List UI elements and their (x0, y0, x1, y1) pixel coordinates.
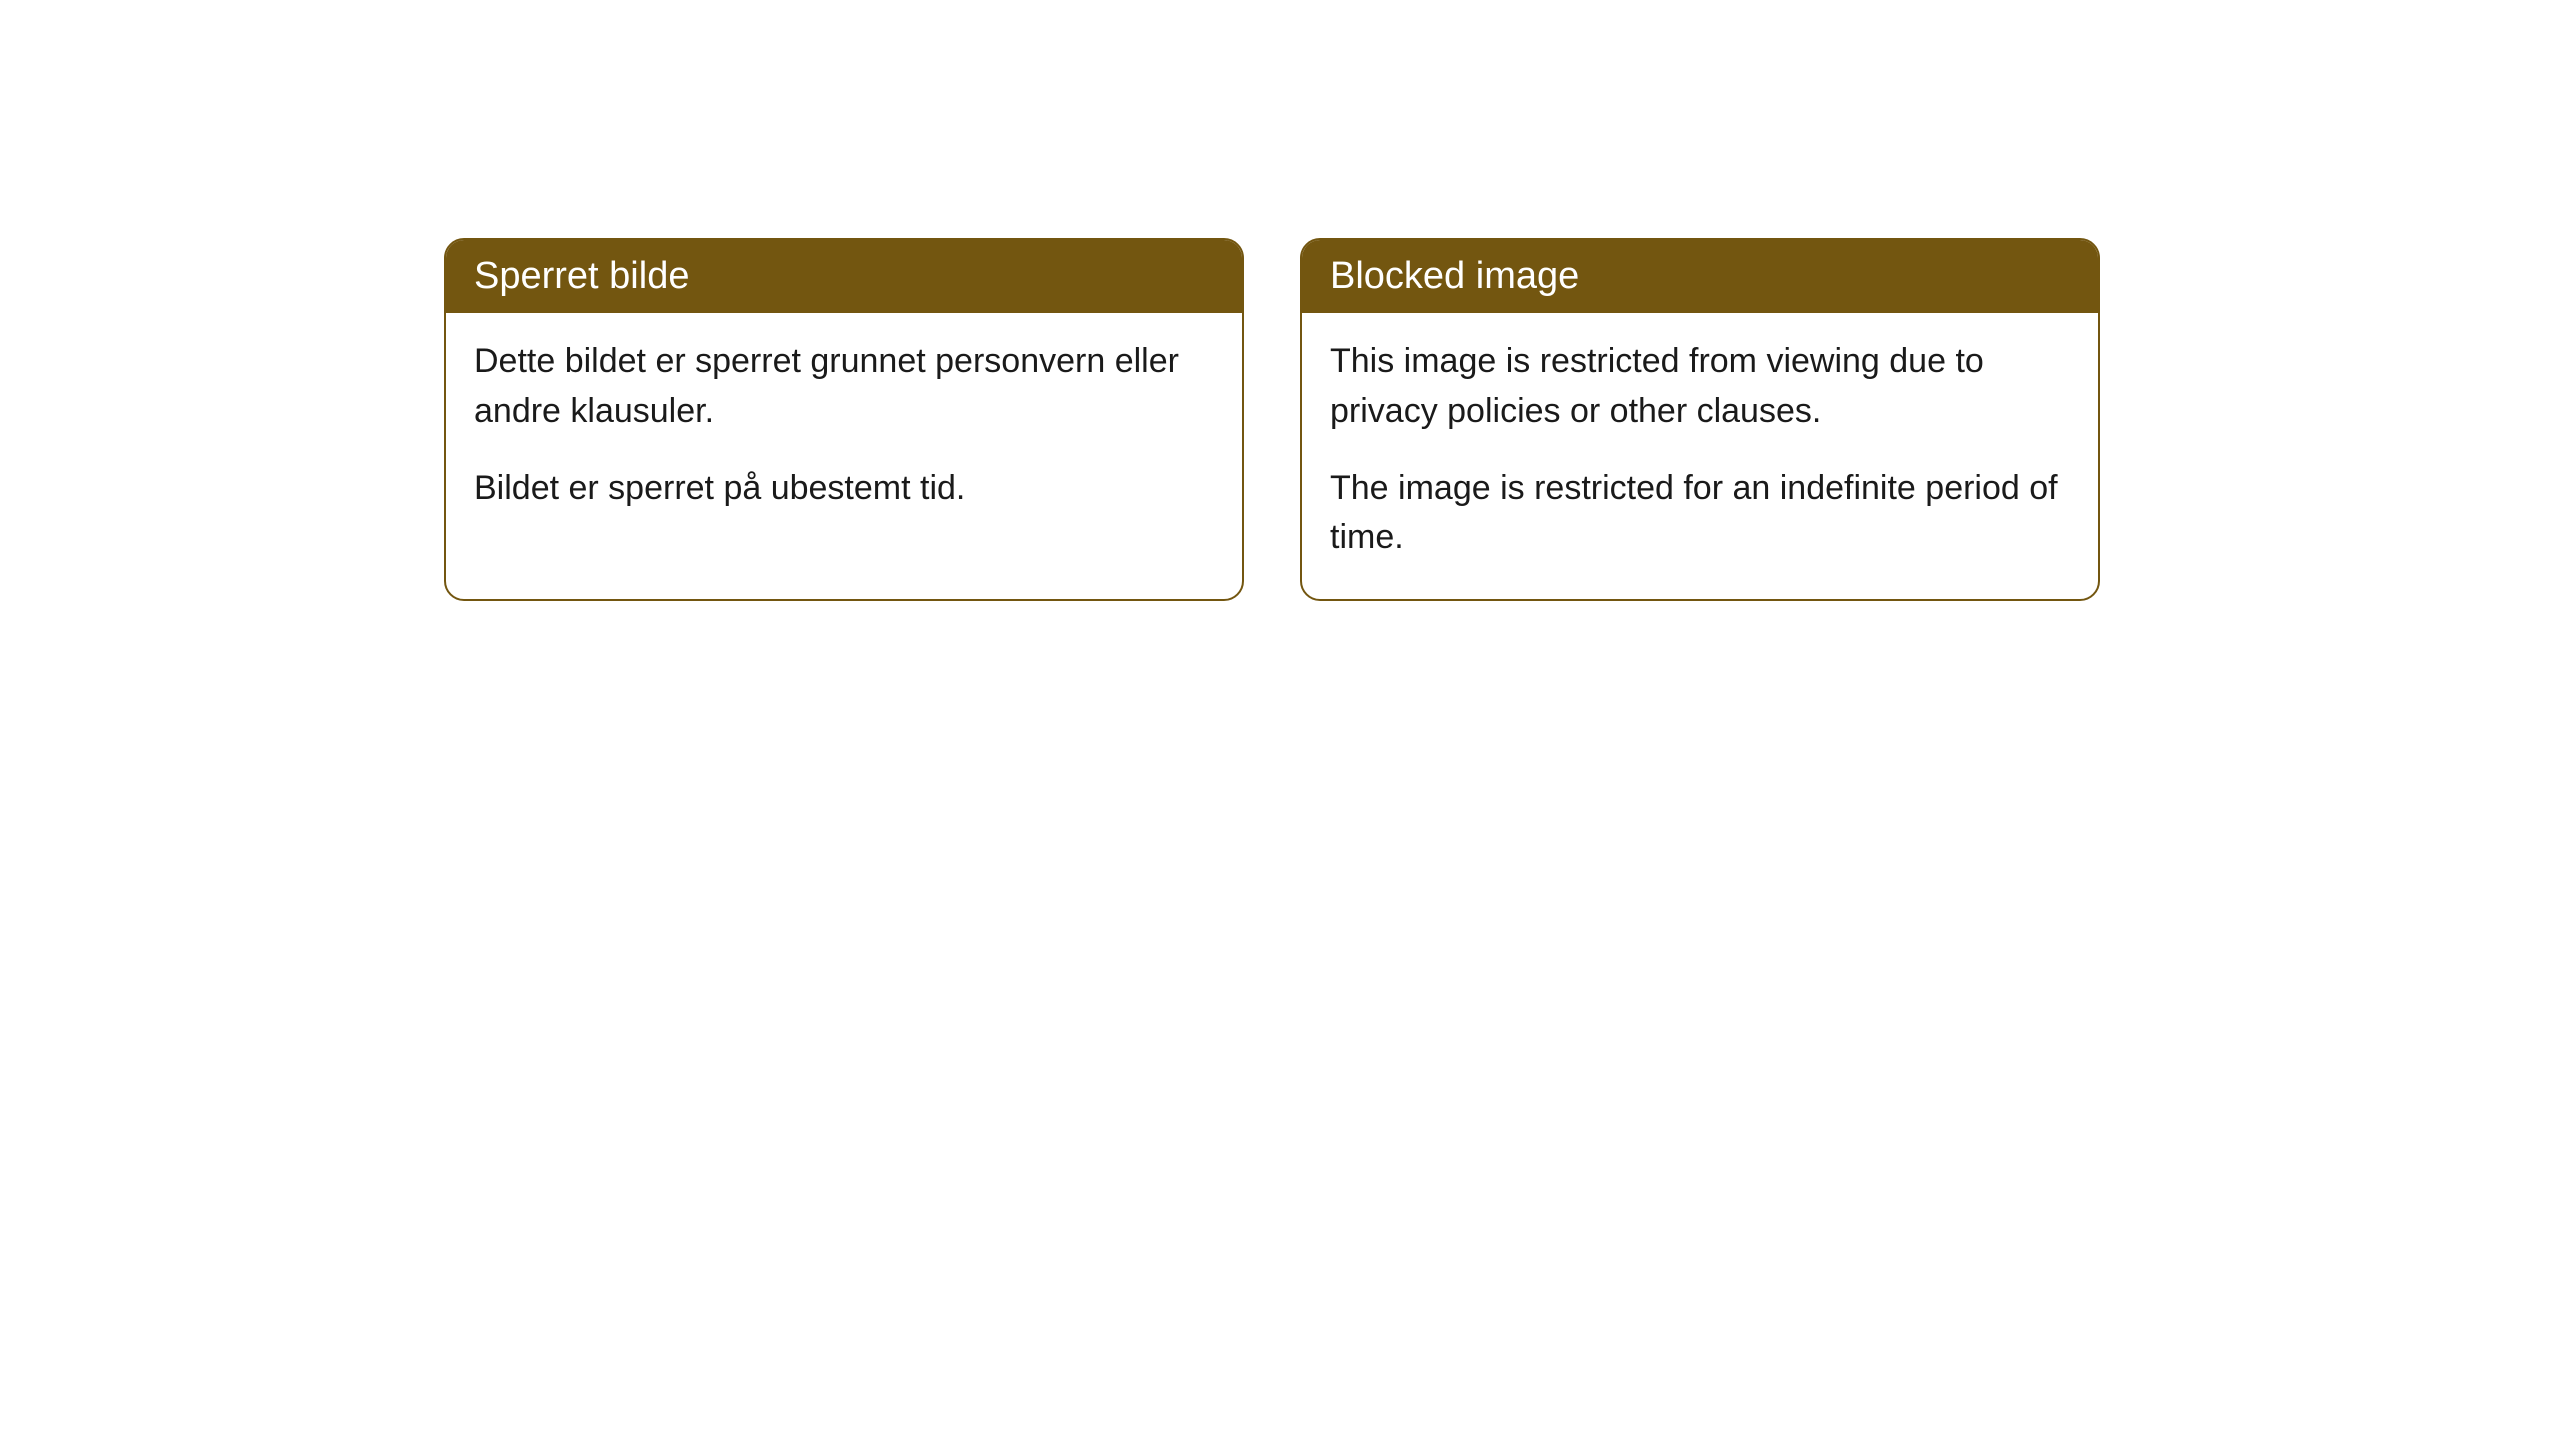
card-body: Dette bildet er sperret grunnet personve… (446, 313, 1242, 549)
card-paragraph: This image is restricted from viewing du… (1330, 337, 2070, 436)
notice-card-english: Blocked image This image is restricted f… (1300, 238, 2100, 601)
card-title: Blocked image (1330, 255, 1579, 297)
card-paragraph: Dette bildet er sperret grunnet personve… (474, 337, 1214, 436)
card-header: Blocked image (1302, 240, 2098, 313)
card-paragraph: The image is restricted for an indefinit… (1330, 464, 2070, 563)
notice-card-norwegian: Sperret bilde Dette bildet er sperret gr… (444, 238, 1244, 601)
notice-cards-container: Sperret bilde Dette bildet er sperret gr… (444, 238, 2560, 601)
card-paragraph: Bildet er sperret på ubestemt tid. (474, 464, 1214, 513)
card-body: This image is restricted from viewing du… (1302, 313, 2098, 598)
card-header: Sperret bilde (446, 240, 1242, 313)
card-title: Sperret bilde (474, 255, 689, 297)
